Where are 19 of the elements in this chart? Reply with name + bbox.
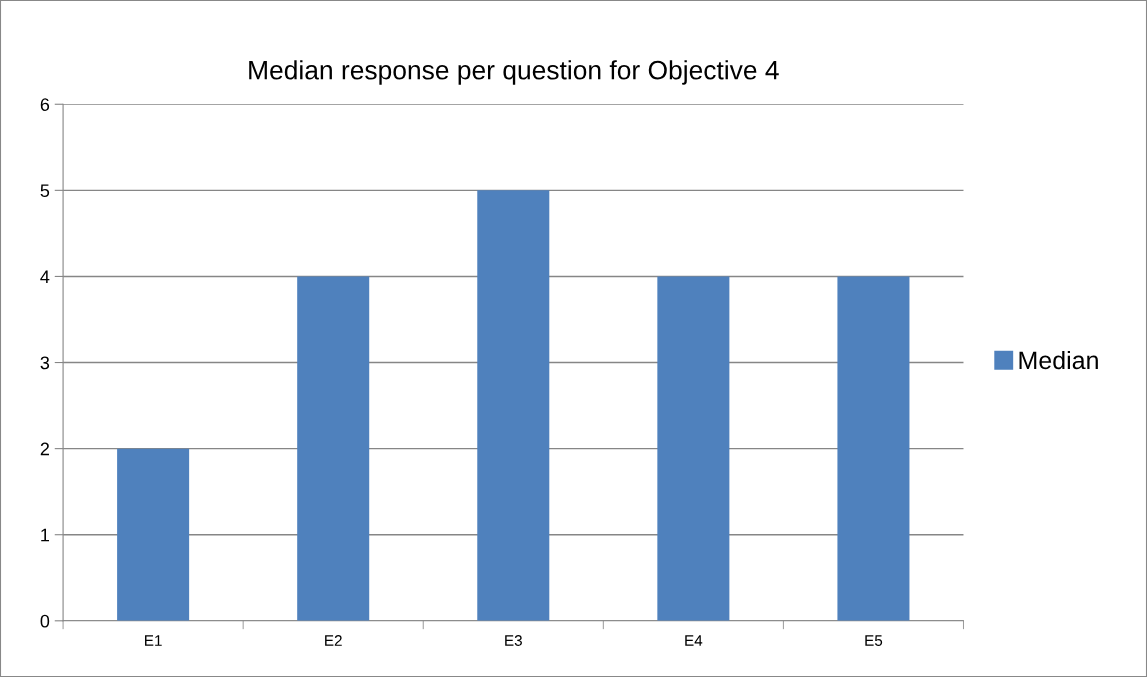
x-tick-label: E3 [505, 635, 522, 646]
bar [297, 276, 370, 621]
y-tick-label: 4 [40, 270, 50, 283]
y-tick-label: 6 [40, 98, 50, 111]
y-tick-label: 1 [41, 528, 50, 542]
chart-title: Median response per question for Objective 4 [249, 60, 779, 85]
x-tick-label: E1 [145, 635, 162, 646]
y-tick-label: 2 [40, 442, 49, 456]
y-tick-label: 3 [40, 356, 50, 370]
bar [657, 276, 730, 621]
x-tick-label: E5 [865, 635, 883, 646]
x-tick-label: E4 [685, 635, 703, 646]
y-tick-label: 0 [40, 614, 50, 628]
bar [477, 190, 550, 621]
x-tick-label: E2 [325, 635, 342, 646]
y-tick-label: 5 [40, 184, 50, 198]
bar [117, 448, 190, 621]
bar [837, 276, 910, 621]
legend-label: Median [1019, 350, 1098, 370]
